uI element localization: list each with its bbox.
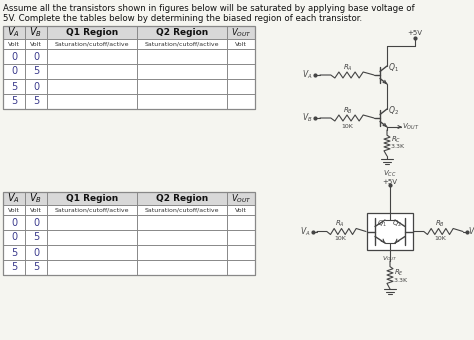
Text: +5V: +5V — [408, 30, 422, 36]
Text: $Q_2$: $Q_2$ — [392, 218, 402, 228]
Text: Saturation/cutoff/active: Saturation/cutoff/active — [145, 41, 219, 47]
Text: 0: 0 — [33, 248, 39, 257]
Text: Q1 Region: Q1 Region — [66, 28, 118, 37]
Text: $V_{OUT}$: $V_{OUT}$ — [231, 26, 251, 39]
Text: Volt: Volt — [30, 41, 42, 47]
Text: $R_B$: $R_B$ — [343, 106, 353, 116]
Bar — [3, 26, 255, 109]
Text: $Q_1$: $Q_1$ — [388, 62, 399, 74]
Text: $V_A$: $V_A$ — [7, 26, 19, 39]
Text: 5: 5 — [33, 97, 39, 106]
Text: 5: 5 — [33, 67, 39, 76]
Text: $R_A$: $R_A$ — [335, 218, 345, 228]
Bar — [3, 205, 255, 275]
Text: $Q_1$: $Q_1$ — [377, 218, 387, 228]
Text: 0: 0 — [11, 67, 17, 76]
Text: 3.3K: 3.3K — [391, 144, 405, 150]
Text: 5: 5 — [33, 262, 39, 272]
Text: 0: 0 — [11, 233, 17, 242]
Text: 10K: 10K — [342, 123, 354, 129]
Bar — [3, 26, 255, 39]
Text: Volt: Volt — [8, 207, 20, 212]
Text: $V_B$: $V_B$ — [468, 225, 474, 238]
Text: Volt: Volt — [235, 207, 247, 212]
Text: $V_B$: $V_B$ — [302, 112, 313, 124]
Text: Q1 Region: Q1 Region — [66, 194, 118, 203]
Bar — [367, 213, 413, 250]
Text: 0: 0 — [33, 218, 39, 227]
Text: Volt: Volt — [8, 41, 20, 47]
Text: $V_{OUT}$: $V_{OUT}$ — [382, 254, 398, 263]
Text: Assume all the transistors shown in figures below will be saturated by applying : Assume all the transistors shown in figu… — [3, 4, 415, 13]
Text: 5: 5 — [11, 97, 17, 106]
Text: Saturation/cutoff/active: Saturation/cutoff/active — [55, 207, 129, 212]
Text: 5: 5 — [11, 248, 17, 257]
Text: $V_B$: $V_B$ — [28, 26, 41, 39]
Text: $V_{OUT}$: $V_{OUT}$ — [402, 122, 419, 132]
Text: $Q_2$: $Q_2$ — [388, 105, 399, 117]
Text: Saturation/cutoff/active: Saturation/cutoff/active — [145, 207, 219, 212]
Text: $V_A$: $V_A$ — [302, 69, 313, 81]
Text: Volt: Volt — [30, 207, 42, 212]
Text: $R_E$: $R_E$ — [394, 268, 404, 278]
Text: 0: 0 — [11, 218, 17, 227]
Text: 5: 5 — [11, 262, 17, 272]
Text: $R_A$: $R_A$ — [343, 63, 353, 73]
Bar — [3, 192, 255, 205]
Text: 3.3K: 3.3K — [394, 277, 408, 283]
Text: 5: 5 — [33, 233, 39, 242]
Text: 0: 0 — [33, 82, 39, 91]
Text: 10K: 10K — [434, 236, 446, 241]
Bar — [3, 192, 255, 275]
Bar — [3, 39, 255, 109]
Text: 0: 0 — [11, 51, 17, 62]
Text: $V_B$: $V_B$ — [28, 192, 41, 205]
Text: Q2 Region: Q2 Region — [156, 194, 208, 203]
Text: $V_{OUT}$: $V_{OUT}$ — [231, 192, 251, 205]
Text: Saturation/cutoff/active: Saturation/cutoff/active — [55, 41, 129, 47]
Text: $R_C$: $R_C$ — [391, 135, 401, 145]
Text: 5V. Complete the tables below by determining the biased region of each transisto: 5V. Complete the tables below by determi… — [3, 14, 362, 23]
Text: Q2 Region: Q2 Region — [156, 28, 208, 37]
Text: 5: 5 — [11, 82, 17, 91]
Text: $V_A$: $V_A$ — [7, 192, 19, 205]
Text: 0: 0 — [33, 51, 39, 62]
Text: $V_{CC}$: $V_{CC}$ — [383, 169, 397, 179]
Text: +5V: +5V — [383, 179, 398, 185]
Text: $V_A$: $V_A$ — [301, 225, 311, 238]
Text: 10K: 10K — [334, 236, 346, 241]
Text: $R_B$: $R_B$ — [435, 218, 445, 228]
Text: Volt: Volt — [235, 41, 247, 47]
